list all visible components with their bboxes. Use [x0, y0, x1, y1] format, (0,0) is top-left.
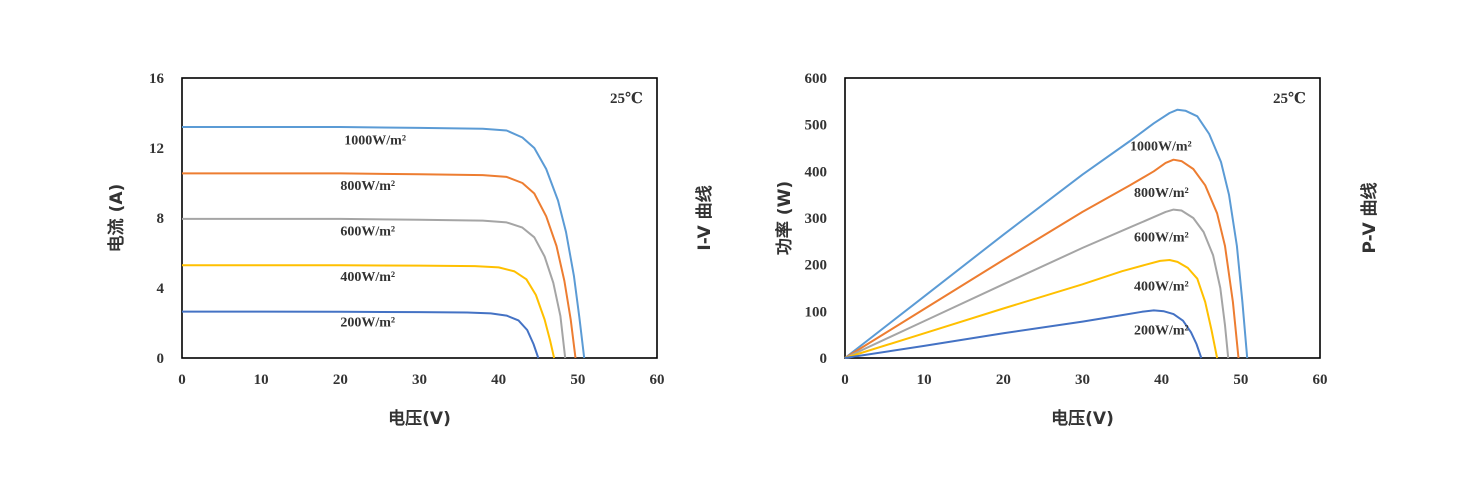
iv-series-line-1000: [182, 126, 586, 359]
pv-x-tick-label: 40: [1154, 372, 1169, 388]
iv-y-tick-label: 12: [149, 141, 164, 157]
pv-x-axis-label: 电压(V): [1051, 408, 1114, 429]
pv-x-tick-label: 60: [1313, 372, 1328, 388]
pv-y-tick-label: 0: [820, 351, 828, 367]
pv-y-tick-label: 100: [805, 304, 828, 320]
pv-y-axis-label: 功率 (W): [774, 181, 795, 255]
iv-series-line-200: [182, 310, 540, 359]
pv-x-tick-label: 20: [996, 372, 1011, 388]
pv-x-tick-label: 30: [1075, 372, 1090, 388]
pv-x-tick-label: 0: [841, 372, 849, 388]
pv-y-tick-label: 300: [805, 211, 828, 227]
iv-y-tick-label: 8: [157, 211, 165, 227]
iv-y-tick-label: 16: [149, 71, 165, 87]
iv-x-tick-label: 60: [650, 372, 665, 388]
iv-y-tick-label: 0: [157, 351, 165, 367]
pv-side-label: P-V 曲线: [1359, 182, 1380, 253]
pv-temperature-annotation: 25℃: [1273, 91, 1306, 107]
pv-y-tick-label: 200: [805, 258, 828, 274]
iv-series-line-600: [182, 217, 567, 359]
iv-series-label-400: 400W/m²: [340, 270, 395, 285]
pv-series-label-1000: 1000W/m²: [1130, 139, 1192, 154]
pv-series-line-400: [844, 259, 1219, 359]
iv-temperature-annotation: 25℃: [610, 91, 643, 107]
pv-chart: 0 10 20 30 40 50 6001002003004005006001000W/m²…: [774, 71, 1380, 429]
iv-x-tick-label: 0: [178, 372, 186, 388]
iv-series-line-400: [182, 264, 556, 359]
pv-y-tick-label: 600: [805, 71, 828, 87]
iv-x-tick-label: 20: [333, 372, 348, 388]
iv-series-line-800: [182, 172, 577, 359]
iv-x-tick-label: 40: [491, 372, 506, 388]
pv-y-tick-label: 400: [805, 164, 828, 180]
pv-plot-frame: [844, 77, 1321, 359]
pv-series-line-200: [844, 309, 1203, 359]
iv-x-tick-label: 10: [254, 372, 269, 388]
pv-x-tick-label: 50: [1233, 372, 1248, 388]
iv-y-tick-label: 4: [157, 281, 165, 297]
iv-chart: 0 10 20 30 40 50 60 0 4 8 12 16 1000W/m² 800W/m² 600W/…: [106, 71, 715, 429]
iv-side-label: I-V 曲线: [694, 185, 715, 250]
pv-series-line-600: [844, 208, 1230, 359]
pv-y-tick-label: 500: [805, 118, 828, 134]
pv-series-line-800: [844, 158, 1240, 359]
pv-series-label-800: 800W/m²: [1134, 186, 1189, 201]
pv-series-line-1000: [844, 108, 1249, 359]
iv-series-label-200: 200W/m²: [340, 316, 395, 331]
iv-series-label-600: 600W/m²: [340, 225, 395, 240]
iv-series-label-800: 800W/m²: [340, 179, 395, 194]
iv-x-tick-label: 30: [412, 372, 427, 388]
iv-x-tick-label: 50: [570, 372, 585, 388]
iv-y-axis-label: 电流 (A): [106, 184, 127, 253]
pv-series-label-600: 600W/m²: [1134, 230, 1189, 245]
pv-series-label-400: 400W/m²: [1134, 279, 1189, 294]
pv-x-tick-label: 10: [917, 372, 932, 388]
iv-x-axis-label: 电压(V): [388, 408, 451, 429]
pv-series-label-200: 200W/m²: [1134, 324, 1189, 339]
iv-series-label-1000: 1000W/m²: [344, 134, 406, 149]
